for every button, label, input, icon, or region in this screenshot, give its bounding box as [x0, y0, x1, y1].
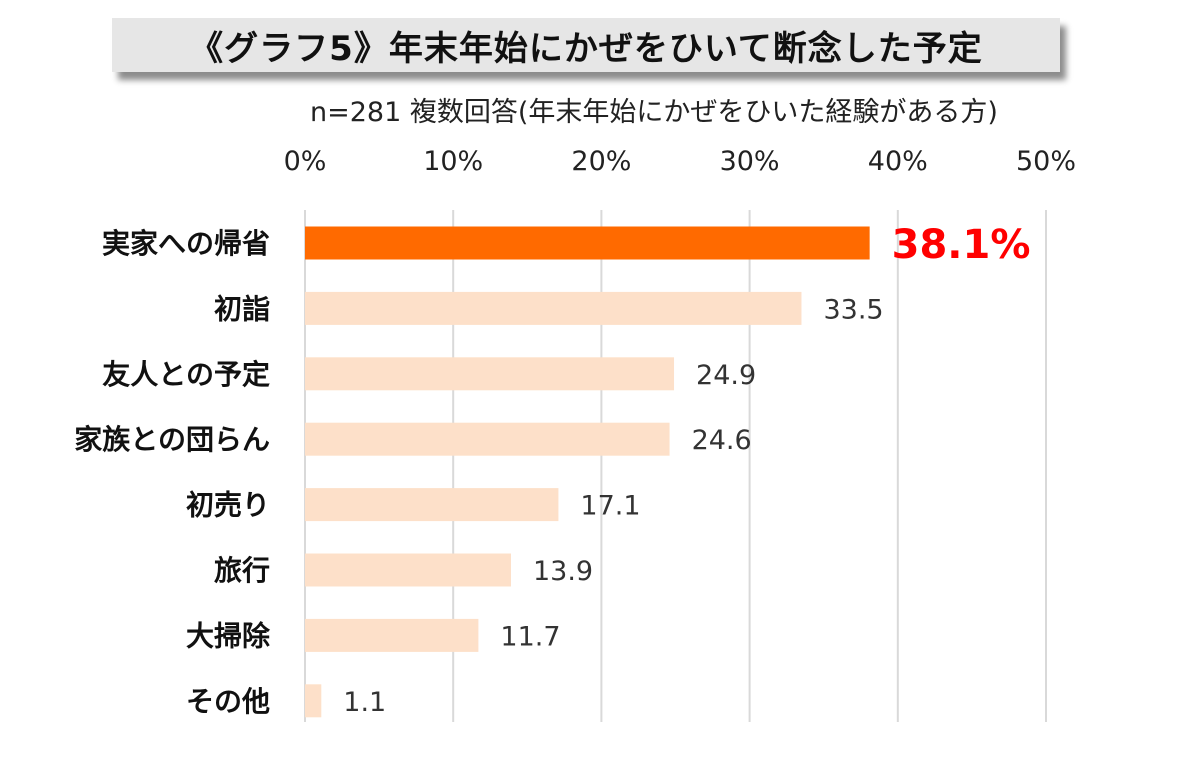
bar: [305, 357, 675, 391]
bar: [305, 226, 870, 260]
data-label: 24.9: [696, 360, 756, 391]
data-label: 24.6: [692, 425, 752, 456]
data-label: 1.1: [343, 687, 386, 718]
title-box: 《グラフ5》年末年始にかぜをひいて断念した予定: [112, 18, 1060, 72]
x-tick-label: 10%: [423, 146, 483, 177]
data-label: 33.5: [823, 294, 883, 325]
data-label: 13.9: [533, 556, 593, 587]
bar: [305, 291, 802, 325]
x-tick-label: 20%: [571, 146, 631, 177]
category-label: 実家への帰省: [102, 227, 270, 260]
category-label: 初売り: [186, 489, 270, 522]
category-label: 家族との団らん: [74, 423, 270, 456]
category-label: 初詣: [214, 292, 270, 325]
category-label: その他: [186, 685, 270, 718]
data-label: 11.7: [500, 621, 560, 652]
x-tick-label: 30%: [720, 146, 780, 177]
x-tick-label: 40%: [868, 146, 928, 177]
bar: [305, 684, 322, 718]
category-label: 友人との予定: [102, 358, 270, 391]
chart-title: 《グラフ5》年末年始にかぜをひいて断念した予定: [189, 28, 983, 69]
data-label: 38.1%: [892, 222, 1031, 268]
data-label: 17.1: [580, 491, 640, 522]
bar: [305, 488, 559, 522]
bar: [305, 618, 479, 652]
bar: [305, 422, 670, 456]
x-tick-label: 50%: [1016, 146, 1076, 177]
chart-subtitle: n=281 複数回答(年末年始にかぜをひいた経験がある方): [310, 97, 998, 128]
category-label: 旅行: [214, 554, 270, 587]
x-tick-label: 0%: [284, 146, 327, 177]
bar: [305, 553, 511, 587]
category-label: 大掃除: [186, 619, 271, 652]
